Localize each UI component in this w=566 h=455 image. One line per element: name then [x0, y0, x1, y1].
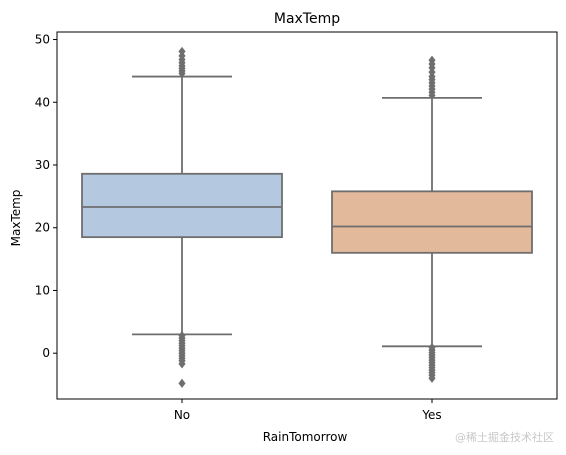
plot-area: 0 10 20 30 40 50 No Yes [35, 33, 533, 422]
y-axis-label: MaxTemp [9, 190, 23, 247]
y-tick-label: 0 [42, 346, 50, 360]
x-axis-label: RainTomorrow [263, 430, 348, 444]
watermark-text: @稀土掘金技术社区 [455, 431, 554, 444]
outlier-point [178, 359, 186, 369]
y-tick-label: 20 [35, 221, 50, 235]
box-no [81, 172, 283, 239]
outlier-point [178, 378, 186, 389]
outlier-point [428, 55, 436, 65]
x-tick-label: Yes [421, 408, 441, 422]
outlier-point [428, 373, 436, 383]
chart-title: MaxTemp [274, 11, 340, 27]
y-tick-label: 10 [35, 283, 50, 297]
y-tick-label: 40 [35, 95, 50, 109]
y-tick-label: 50 [35, 33, 50, 47]
x-tick-label: No [174, 408, 190, 422]
axes-frame [56, 31, 558, 400]
box-yes [331, 190, 533, 254]
outlier-point [178, 46, 186, 57]
y-tick-label: 30 [35, 158, 50, 172]
